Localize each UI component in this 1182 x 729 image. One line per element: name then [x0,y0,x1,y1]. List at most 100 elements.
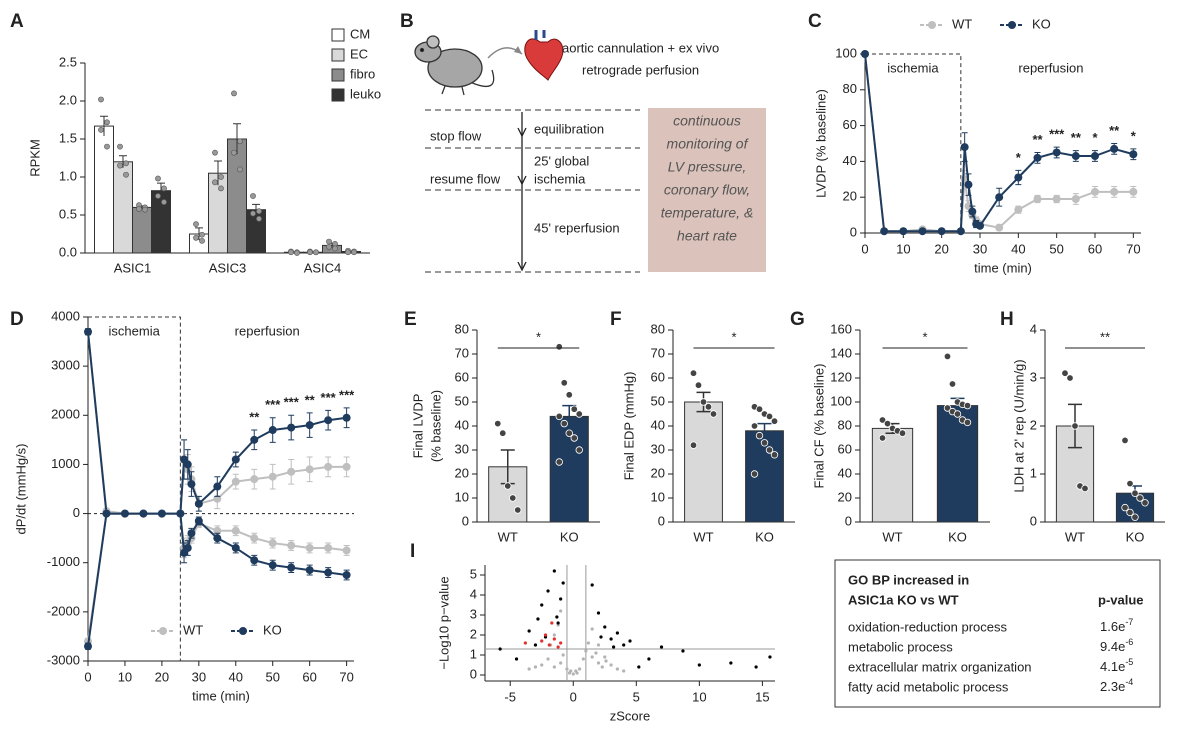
data-point [499,429,507,437]
data-point [498,647,502,651]
data-point [326,244,332,250]
data-point [770,417,779,425]
y-tick-label: 0 [462,513,469,528]
y-tick-label: 1.5 [59,130,77,145]
y-tick-label: 20 [455,465,469,480]
y-tick-label: 1 [470,646,477,661]
data-point [155,193,161,199]
go-table: GO BP increased in ASIC1a KO vs WT p-val… [834,559,1161,708]
data-point [155,175,161,182]
data-point [305,421,314,430]
data-point [861,50,869,58]
arrow-heads [517,127,527,272]
significance: ** [1071,130,1082,145]
legend-marker [239,627,247,635]
data-point [560,419,568,428]
significance: *** [1049,127,1065,142]
data-point [1110,187,1119,196]
data-point [136,206,142,212]
data-point [1091,152,1099,161]
x-tick-label: 40 [1011,241,1025,256]
data-point [250,435,259,444]
error-bar [252,203,260,215]
data-point [514,506,522,514]
x-tick-label: 10 [692,689,706,704]
data-point [898,429,907,437]
box-text: coronary flow, [664,182,750,198]
data-point [760,439,769,447]
data-point [600,665,604,669]
data-point [995,223,1004,232]
bar [871,427,914,523]
significance: * [536,329,541,344]
data-point [1071,152,1080,161]
x-tick-label: ASIC4 [304,260,342,275]
data-point [98,126,104,133]
data-point [523,641,527,645]
data-point [559,661,563,665]
data-point [612,645,616,649]
x-tick-label: WT [882,529,902,544]
data-point [559,597,563,601]
data-point [559,609,563,613]
data-point [123,160,129,167]
panel-letter: I [410,541,415,562]
y-tick-label: 2 [470,626,477,641]
go-term: metabolic process [848,639,953,654]
data-point [288,249,294,256]
bar [684,401,723,523]
y-axis-label: RPKM [27,139,42,177]
aorta-icon [534,30,546,40]
data-point [555,458,563,466]
y-tick-label: 2.5 [59,54,77,69]
data-point [575,410,583,418]
data-point [117,143,123,150]
data-point [161,185,167,192]
data-point [120,509,129,518]
p-exp: -5 [1125,657,1133,667]
p-base: 1.6e [1100,619,1125,634]
data-point [231,543,240,552]
data-point [504,482,512,490]
step-label: resume flow [430,171,501,186]
significance: * [1092,130,1098,145]
data-point [590,627,594,631]
data-point [559,641,563,645]
legend-marker [159,627,167,635]
data-point [307,249,313,256]
data-point [754,665,758,669]
data-point [1126,508,1134,517]
data-point [84,327,92,336]
y-tick-label: 100 [830,393,852,408]
data-point [194,516,203,525]
annotation: ischemia [887,60,939,75]
data-point [694,381,703,389]
table-border [834,559,1161,708]
data-point [628,639,632,643]
data-point [250,193,256,199]
data-point [943,404,952,412]
step-text: equilibration [534,121,604,136]
significance: * [922,329,927,344]
data-point [256,215,262,222]
data-point [305,465,314,474]
legend-swatch [331,28,345,42]
y-tick-label: 0 [73,505,80,520]
y-axis-label: dP/dt (mmHg/s) [13,443,28,534]
data-point [540,603,544,607]
data-point [1141,499,1149,507]
significance: *** [321,390,337,405]
p-value: 2.3e-4 [1100,677,1133,694]
data-point [1052,194,1061,203]
data-point [964,180,973,189]
data-point [555,343,563,351]
y-tick-label: -3000 [47,652,80,667]
data-point [937,227,946,236]
p-value: 9.4e-6 [1100,637,1133,654]
x-tick-label: 60 [1088,241,1102,256]
data-point [187,529,196,538]
data-point [1110,144,1119,153]
bar [246,209,266,254]
x-tick-label: 0 [861,241,868,256]
data-point [183,460,192,469]
